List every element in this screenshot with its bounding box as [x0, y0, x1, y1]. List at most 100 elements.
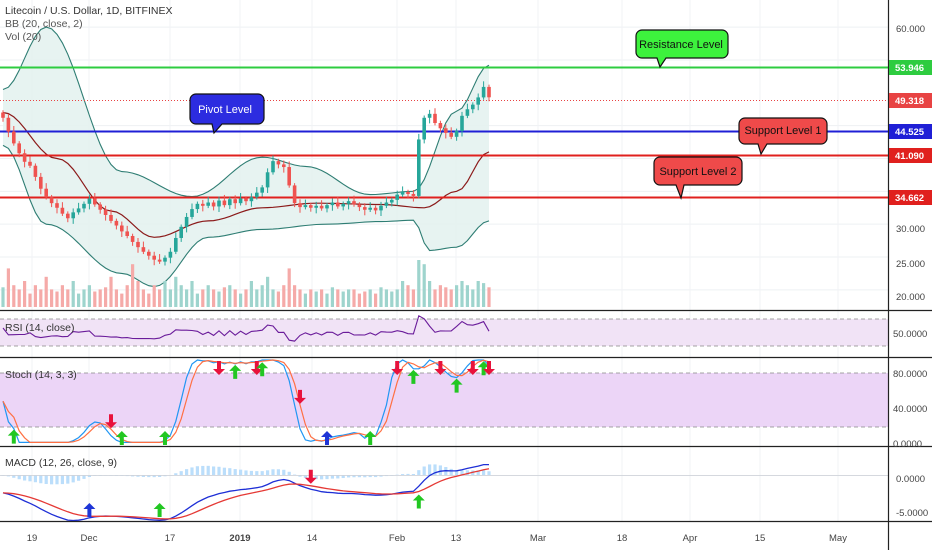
macd-hist-bar: [228, 468, 232, 476]
volume-bar: [455, 285, 459, 307]
candle-body: [244, 198, 248, 202]
macd-hist-bar: [174, 473, 178, 476]
support-level-2-annotation[interactable]: Support Level 2: [653, 156, 743, 201]
candle-body: [390, 199, 394, 203]
date-tick: 17: [165, 533, 176, 544]
pivot-level-annotation[interactable]: Pivot Level: [189, 93, 265, 135]
volume-bar: [276, 291, 280, 307]
volume-bar: [395, 289, 399, 307]
volume-bar: [422, 264, 426, 307]
candle-body: [39, 176, 43, 189]
volume-bar: [368, 289, 372, 307]
macd-hist-bar: [293, 474, 297, 476]
volume-bar: [71, 281, 75, 307]
volume-bar: [1, 287, 5, 307]
volume-bar: [163, 281, 167, 307]
candle-body: [460, 115, 464, 131]
volume-bar: [33, 285, 37, 307]
candle-body: [487, 86, 491, 98]
arrow-down-icon: [434, 361, 447, 375]
macd-hist-bar: [217, 466, 221, 476]
resistance-level-annotation[interactable]: Resistance Level: [635, 29, 729, 69]
arrow-up-icon: [477, 361, 490, 376]
candle-body: [373, 207, 378, 211]
macd-hist-bar: [314, 475, 318, 480]
volume-bars: [1, 260, 491, 307]
support-level-1-annotation[interactable]: Support Level 1: [738, 117, 828, 156]
macd-hist-bar: [422, 466, 426, 476]
volume-bar: [228, 285, 232, 307]
pivot-level-label: Pivot Level: [198, 104, 252, 116]
macd-hist-bar: [379, 475, 383, 477]
macd-hist-bar: [244, 470, 248, 476]
macd-hist-bar: [487, 471, 491, 476]
volume-bar: [12, 285, 16, 307]
macd-pane: [0, 463, 888, 522]
macd-hist-bar: [233, 469, 237, 476]
volume-bar: [417, 260, 421, 307]
candle-body: [400, 191, 405, 195]
candle-body: [33, 165, 38, 177]
candle-body: [411, 193, 416, 196]
volume-bar: [487, 287, 491, 307]
arrow-up-icon: [229, 364, 242, 379]
macd-hist-bar: [141, 475, 145, 477]
candle-body: [195, 203, 200, 210]
candle-body: [465, 109, 470, 116]
volume-bar: [6, 268, 10, 307]
vol-legend: Vol (20): [5, 31, 42, 43]
candle-body: [49, 197, 54, 204]
volume-bar: [314, 291, 318, 307]
volume-bar: [93, 291, 97, 307]
support-level-1-label: Support Level 1: [744, 125, 821, 137]
macd-hist-bar: [212, 466, 216, 476]
arrow-up-icon: [256, 362, 269, 377]
candle-body: [82, 203, 86, 209]
macd-hist-bar: [12, 475, 16, 478]
volume-bar: [212, 289, 216, 307]
volume-bar: [379, 287, 383, 307]
macd-hist-bar: [287, 471, 291, 476]
macd-hist-bar: [28, 475, 32, 482]
volume-bar: [44, 276, 48, 307]
candle-body: [238, 198, 243, 204]
macd-hist-bar: [195, 466, 199, 476]
candle-body: [1, 112, 5, 118]
volume-bar: [325, 293, 329, 307]
volume-bar: [222, 287, 226, 307]
candle-body: [125, 231, 129, 237]
macd-hist-bar: [131, 475, 135, 477]
stoch-band-fill: [0, 373, 888, 427]
bb-legend: BB (20, close, 2): [5, 18, 83, 30]
volume-bar: [179, 285, 183, 307]
candle-body: [319, 205, 324, 209]
volume-bar: [50, 289, 54, 307]
volume-bar: [201, 289, 205, 307]
volume-bar: [303, 293, 307, 307]
volume-bar: [433, 289, 437, 307]
volume-bar: [217, 291, 221, 307]
volume-bar: [66, 289, 70, 307]
candle-body: [98, 204, 102, 210]
macd-hist-bar: [417, 470, 421, 476]
candle-body: [454, 130, 459, 137]
support1-value-tag: 41.090: [895, 151, 924, 162]
volume-bar: [438, 285, 442, 307]
price-tick: 25.000: [896, 259, 925, 270]
macd-hist-bar: [282, 469, 286, 476]
date-tick: May: [829, 533, 847, 544]
volume-bar: [287, 268, 291, 307]
candle-body: [130, 236, 135, 242]
candlesticks[interactable]: [1, 81, 491, 266]
macd-hist-bar: [411, 473, 415, 476]
date-tick: 18: [617, 533, 628, 544]
macd-hist-bar: [39, 475, 43, 484]
date-axis[interactable]: 19 Dec 17 2019 14 Feb 13 Mar 18 Apr 15 May: [27, 533, 848, 544]
date-tick: 15: [755, 533, 766, 544]
price-axis[interactable]: 60.000 30.000 25.000 20.000: [896, 24, 925, 303]
volume-bar: [476, 281, 480, 307]
candle-body: [449, 132, 453, 137]
macd-hist-bar: [357, 475, 361, 478]
arrow-up-icon: [364, 431, 377, 445]
